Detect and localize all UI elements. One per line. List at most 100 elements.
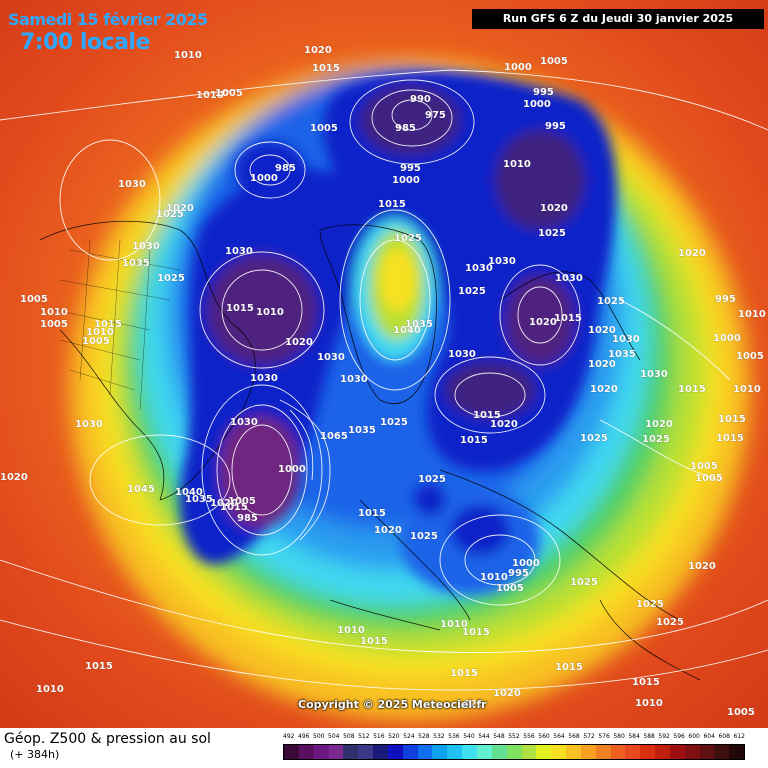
grid-lines (54, 239, 181, 411)
pressure-label: 1015 (716, 433, 744, 444)
scale-swatch (610, 745, 626, 759)
pressure-label: 1030 (612, 334, 640, 345)
scale-value: 524 (403, 733, 415, 740)
pressure-label: 1015 (718, 414, 746, 425)
scale-value: 576 (598, 733, 610, 740)
forecast-time: 7:00 locale (20, 30, 150, 55)
pressure-label: 1030 (340, 374, 368, 385)
pressure-label: 1020 (540, 203, 568, 214)
scale-swatch (358, 745, 374, 759)
scale-swatch (298, 745, 314, 759)
pressure-label: 1025 (458, 286, 486, 297)
geopotential-map: 1010 102010151005100010101005990995100097… (0, 0, 768, 728)
pressure-label: 1015 (85, 661, 113, 672)
pressure-label: 1015 (554, 313, 582, 324)
scale-swatch (343, 745, 359, 759)
pressure-label: 1010 (86, 327, 114, 338)
pressure-label: 1010 (503, 159, 531, 170)
scale-value: 560 (538, 733, 550, 740)
scale-swatch (521, 745, 537, 759)
scale-value: 612 (733, 733, 745, 740)
pressure-label: 1000 (278, 464, 306, 475)
pressure-label: 1015 (460, 435, 488, 446)
pressure-label: 1025 (642, 434, 670, 445)
pressure-label: 1010 (174, 50, 202, 61)
pressure-label: 1000 (512, 558, 540, 569)
scale-swatch (417, 745, 433, 759)
pressure-label: 1010 (256, 307, 284, 318)
pressure-label: 990 (410, 94, 431, 105)
pressure-label: 1030 (448, 349, 476, 360)
pressure-label: 1010 (480, 572, 508, 583)
pressure-label: 1015 (678, 384, 706, 395)
pressure-label: 1010 (635, 698, 663, 709)
pressure-label: 1005 (82, 336, 110, 347)
scale-value: 528 (418, 733, 430, 740)
pressure-label: 1010 (196, 90, 224, 101)
pressure-label: 1000 (504, 62, 532, 73)
pressure-label: 1020 (456, 699, 484, 710)
pressure-label: 1005 (496, 583, 524, 594)
scale-swatch (373, 745, 388, 759)
pressure-label: 1020 (304, 45, 332, 56)
pressure-label: 1025 (157, 273, 185, 284)
pressure-label: 1030 (555, 273, 583, 284)
pressure-label: 985 (275, 163, 296, 174)
pressure-label: 1030 (640, 369, 668, 380)
pressure-label: 1005 (727, 707, 755, 718)
pressure-label: 1020 (490, 419, 518, 430)
pressure-label: 1040 (175, 487, 203, 498)
pressure-label: 985 (237, 513, 258, 524)
pressure-label: 985 (395, 123, 416, 134)
pressure-label: 1025 (597, 296, 625, 307)
scale-value: 508 (343, 733, 355, 740)
pressure-label: 1000 (713, 333, 741, 344)
pressure-label: 975 (425, 110, 446, 121)
pressure-label: 1030 (230, 417, 258, 428)
pressure-label: 995 (508, 568, 529, 579)
pressure-label: 1015 (378, 199, 406, 210)
pressure-label: 1030 (465, 263, 493, 274)
scale-value: 572 (583, 733, 595, 740)
pressure-label: 1005 (40, 319, 68, 330)
scale-value: 556 (523, 733, 535, 740)
pressure-label: 1020 (493, 688, 521, 699)
copyright-text: Copyright © 2025 Meteociel.fr (298, 698, 487, 711)
pressure-label: 1015 (94, 319, 122, 330)
scale-value: 520 (388, 733, 400, 740)
pressure-label: 1005 (228, 496, 256, 507)
scale-value: 512 (358, 733, 370, 740)
scale-swatch (402, 745, 418, 759)
scale-swatch (506, 745, 522, 759)
pressure-label: 995 (533, 87, 554, 98)
isobars (0, 69, 768, 691)
scale-value: 600 (688, 733, 700, 740)
pressure-label: 1010 (738, 309, 766, 320)
scale-swatch (640, 745, 656, 759)
scale-value: 592 (658, 733, 670, 740)
legend-title: Géop. Z500 & pression au sol (4, 731, 211, 747)
pressure-label: 1025 (538, 228, 566, 239)
pressure-label: 1035 (122, 258, 150, 269)
pressure-label: 995 (400, 163, 421, 174)
scale-swatch (536, 745, 552, 759)
pressure-label: 1010 (40, 307, 68, 318)
pressure-label: 1005 (310, 123, 338, 134)
pressure-label: 1025 (656, 617, 684, 628)
run-info-bar: Run GFS 6 Z du Jeudi 30 janvier 2025 (472, 9, 764, 29)
scale-value: 588 (643, 733, 655, 740)
legend-subtitle: (+ 384h) (10, 748, 60, 761)
scale-swatch (432, 745, 448, 759)
pressure-label: 1020 (588, 359, 616, 370)
pressure-label: 1025 (156, 209, 184, 220)
pressure-label: 1005 (20, 294, 48, 305)
scale-swatch (625, 745, 641, 759)
pressure-label: 1025 (580, 433, 608, 444)
scale-value: 504 (328, 733, 340, 740)
scale-value: 536 (448, 733, 460, 740)
scale-swatch (699, 745, 715, 759)
pressure-label: 1015 (462, 627, 490, 638)
pressure-label: 1010 (337, 625, 365, 636)
pressure-label: 1020 (210, 498, 238, 509)
scale-swatch (462, 745, 477, 759)
